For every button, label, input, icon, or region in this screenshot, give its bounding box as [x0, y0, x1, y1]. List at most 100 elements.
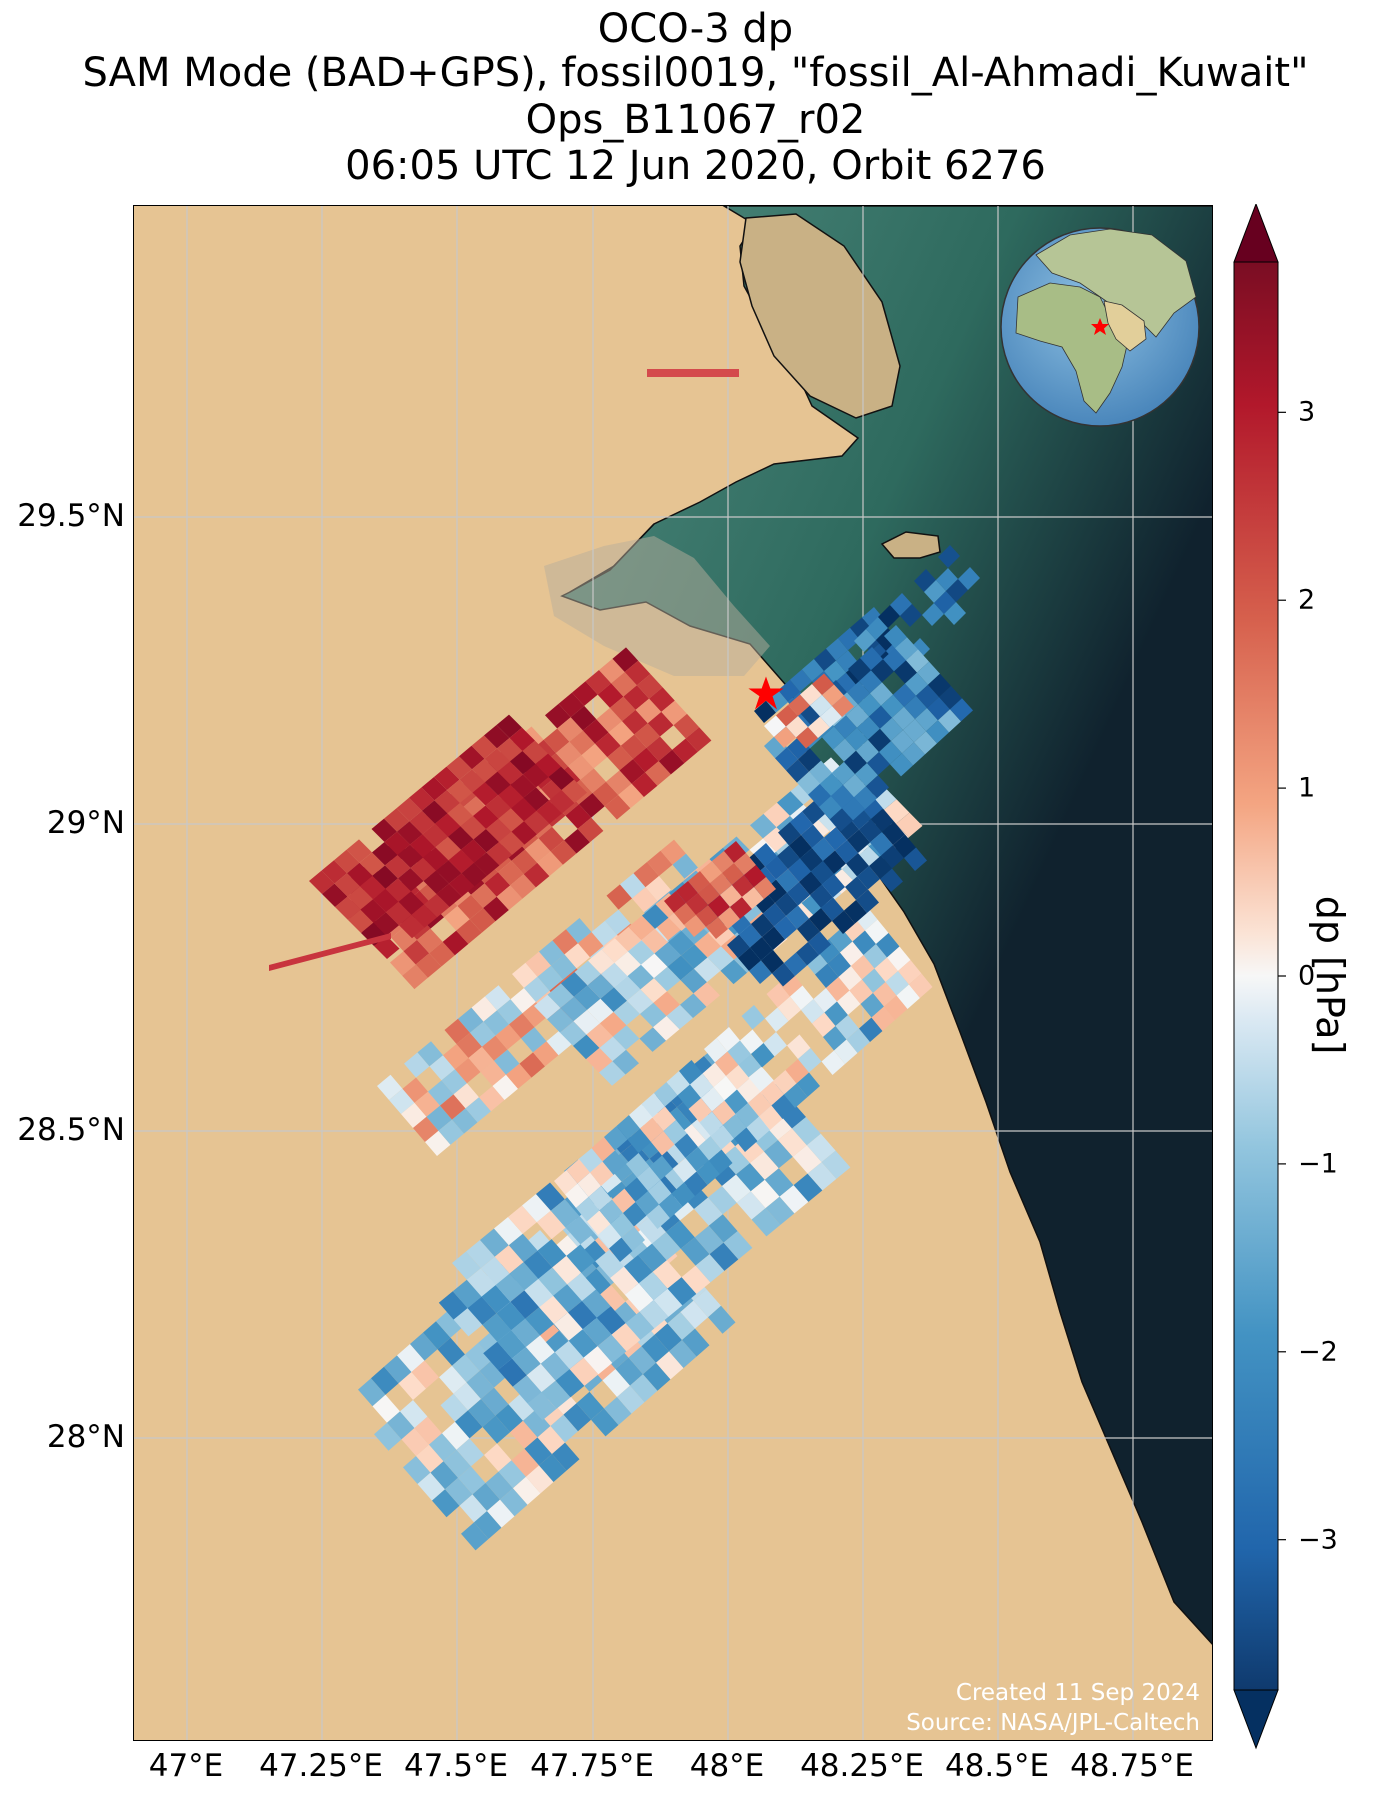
sounding-cell	[838, 627, 860, 651]
sounding-cell	[763, 802, 790, 828]
sounding-cell	[723, 1231, 753, 1260]
sounding-cell	[629, 1104, 653, 1129]
sounding-cell	[751, 1043, 775, 1068]
sounding-cell	[550, 1414, 578, 1443]
map-panel[interactable]	[133, 205, 1213, 1741]
sounding-cell	[848, 658, 871, 682]
sounding-cell	[765, 1007, 789, 1032]
sounding-cell	[896, 984, 920, 1009]
sounding-cell	[801, 824, 824, 848]
sounding-cell	[512, 1347, 541, 1376]
sounding-cell	[456, 1032, 482, 1058]
sounding-cell	[597, 1334, 627, 1363]
sounding-cell	[800, 684, 822, 706]
sounding-cell	[549, 790, 575, 814]
sounding-cell	[834, 715, 857, 739]
sounding-cell	[844, 900, 867, 924]
sounding-cell	[582, 1317, 612, 1347]
sounding-cell	[624, 1283, 654, 1312]
sounding-cell	[568, 1301, 597, 1330]
sounding-cell	[808, 931, 831, 955]
sounding-cell	[422, 800, 448, 824]
sounding-cell	[849, 979, 873, 1004]
sounding-cell	[453, 1308, 483, 1337]
sounding-cell	[793, 1173, 823, 1202]
sounding-cell	[613, 1025, 640, 1050]
sounding-cell	[482, 1415, 510, 1444]
sounding-cell	[509, 1013, 535, 1039]
sounding-cell	[426, 1105, 452, 1131]
sounding-cell	[938, 709, 961, 733]
sounding-cell	[524, 810, 550, 835]
sounding-cell	[799, 871, 822, 895]
sounding-cell	[660, 839, 686, 865]
sounding-cell	[566, 1244, 596, 1273]
sounding-cell	[651, 1131, 675, 1156]
sounding-cell	[904, 847, 927, 871]
colorbar-gradient	[1233, 261, 1279, 1691]
sounding-cell	[883, 799, 910, 824]
sounding-cell	[887, 946, 911, 971]
sounding-cell	[788, 694, 810, 716]
sounding-cell	[414, 1416, 442, 1445]
sounding-cell	[373, 888, 399, 913]
sounding-cell	[834, 1039, 858, 1064]
sounding-cell	[847, 829, 870, 853]
sounding-cell	[484, 1443, 512, 1472]
sounding-cell	[495, 1273, 525, 1302]
sounding-cell	[615, 926, 642, 952]
sounding-cell	[784, 952, 807, 976]
sounding-cell	[881, 845, 904, 869]
lat-tick-label: 28°N	[46, 1419, 125, 1455]
sounding-cell	[417, 928, 443, 954]
sounding-cell	[479, 1359, 507, 1388]
sounding-cell	[485, 985, 511, 1011]
sounding-cell	[792, 1145, 822, 1174]
sounding-cell	[627, 1128, 651, 1153]
sounding-cell	[582, 1289, 611, 1318]
sounding-cell	[829, 928, 853, 953]
sounding-cell	[667, 955, 694, 981]
sounding-cell	[496, 1301, 526, 1331]
sounding-cell	[473, 805, 499, 829]
sounding-cell	[495, 1024, 521, 1050]
sounding-cell	[458, 1007, 484, 1033]
sounding-cell	[878, 605, 900, 628]
sounding-cell	[832, 910, 855, 934]
sounding-cell	[704, 1038, 728, 1063]
sounding-cell	[401, 1428, 429, 1456]
sounding-cell	[734, 1127, 758, 1152]
sounding-cell	[591, 1137, 615, 1162]
sounding-cell	[548, 766, 574, 790]
sounding-cell	[483, 1341, 512, 1370]
sounding-cell	[469, 908, 496, 933]
sounding-cell	[360, 875, 386, 900]
sounding-cell	[777, 996, 801, 1021]
sounding-cell	[498, 808, 524, 832]
sounding-cell	[577, 817, 604, 843]
sounding-cell	[487, 1499, 515, 1528]
sounding-cell	[652, 1232, 681, 1261]
sounding-cell	[400, 1400, 428, 1428]
sounding-strip	[647, 369, 739, 377]
sounding-cell	[661, 700, 687, 726]
sounding-cell	[506, 1063, 532, 1089]
sounding-cell	[510, 774, 536, 798]
sounding-cell	[423, 1321, 451, 1350]
sounding-strip	[269, 933, 391, 971]
sounding-cell	[859, 1017, 883, 1042]
sounding-cell	[455, 1058, 481, 1084]
sounding-cell	[786, 716, 808, 738]
graticule	[134, 206, 1212, 1740]
sounding-cell	[472, 782, 498, 806]
lon-tick-label: 48°E	[689, 1748, 765, 1784]
sounding-cell	[884, 625, 907, 649]
sounding-cell	[461, 839, 487, 863]
sounding-cell	[698, 883, 720, 905]
sounding-cell	[633, 862, 659, 888]
sounding-cell	[620, 873, 646, 899]
sounding-cell	[823, 1026, 847, 1051]
sounding-cell	[534, 994, 561, 1020]
sounding-cell	[509, 1262, 539, 1291]
sounding-cell	[837, 990, 861, 1015]
